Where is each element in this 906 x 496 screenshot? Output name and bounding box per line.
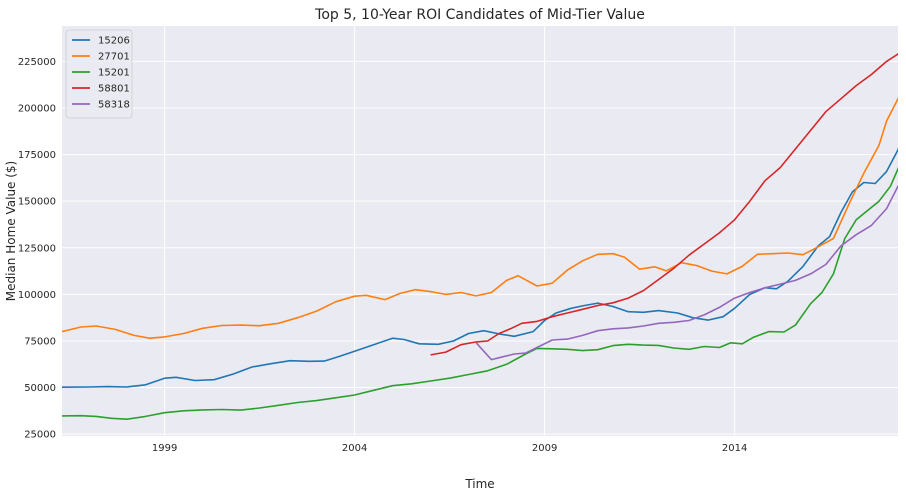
legend-label-58318: 58318 — [98, 100, 130, 111]
x-tick-label: 2004 — [342, 443, 367, 454]
series-line-58801 — [430, 53, 898, 356]
legend-box — [65, 29, 133, 119]
x-tick-label: 2009 — [532, 443, 557, 454]
x-tick-label: 1999 — [152, 443, 177, 454]
legend-label-27701: 27701 — [98, 52, 130, 63]
y-tick-label: 25000 — [24, 430, 56, 441]
chart-title: Top 5, 10-Year ROI Candidates of Mid-Tie… — [314, 7, 645, 23]
y-axis-label: Median Home Value ($) — [4, 161, 18, 301]
series-line-15201 — [62, 166, 898, 420]
x-tick-labels: 1999 2004 2009 2014 — [152, 443, 747, 454]
plot-background — [62, 26, 898, 436]
legend-label-15206: 15206 — [98, 36, 130, 47]
x-axis-label: Time — [464, 477, 494, 491]
y-tick-label: 200000 — [18, 104, 56, 115]
series-line-15206 — [62, 147, 898, 388]
grid — [62, 26, 898, 436]
y-tick-label: 125000 — [18, 243, 56, 254]
y-tick-labels: 25000 50000 75000 100000 125000 150000 175000 2… — [18, 57, 56, 441]
legend-label-15201: 15201 — [98, 68, 130, 79]
y-tick-label: 175000 — [18, 150, 56, 161]
x-tick-label: 2014 — [722, 443, 747, 454]
legend-label-58801: 58801 — [98, 84, 130, 95]
y-tick-label: 150000 — [18, 197, 56, 208]
series-lines — [62, 53, 898, 420]
series-line-27701 — [62, 96, 898, 339]
series-line-58318 — [475, 185, 898, 361]
y-tick-label: 75000 — [24, 336, 56, 347]
legend: 15206 27701 15201 58801 58318 — [65, 29, 133, 119]
y-tick-label: 100000 — [18, 290, 56, 301]
y-tick-label: 50000 — [24, 383, 56, 394]
y-tick-label: 225000 — [18, 57, 56, 68]
